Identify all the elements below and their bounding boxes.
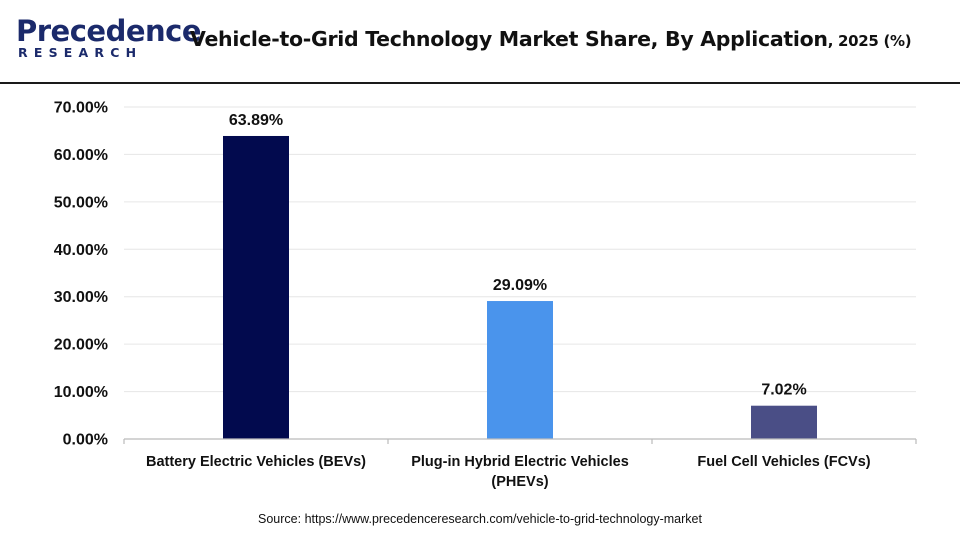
bar: [487, 301, 553, 439]
header-divider: [0, 82, 960, 84]
chart-title-suffix: , 2025 (%): [827, 32, 912, 50]
x-category-label: Battery Electric Vehicles (BEVs): [146, 454, 366, 470]
precedence-research-logo: Precedence RESEARCH: [16, 14, 202, 66]
x-category-label: Fuel Cell Vehicles (FCVs): [697, 454, 870, 470]
y-tick-label: 70.00%: [54, 100, 108, 117]
logo-subtitle: RESEARCH: [18, 45, 143, 60]
header: Precedence RESEARCH Vehicle-to-Grid Tech…: [0, 0, 960, 82]
source-citation: Source: https://www.precedenceresearch.c…: [258, 512, 702, 526]
x-category-label: Plug-in Hybrid Electric Vehicles: [411, 454, 629, 470]
data-label: 63.89%: [229, 112, 283, 129]
chart-title: Vehicle-to-Grid Technology Market Share,…: [190, 27, 950, 51]
logo-wordmark: Precedence: [16, 14, 202, 48]
bar: [751, 405, 817, 439]
y-tick-label: 20.00%: [54, 337, 108, 354]
data-label: 7.02%: [761, 382, 806, 399]
y-tick-label: 30.00%: [54, 289, 108, 306]
x-category-label: (PHEVs): [491, 474, 548, 490]
y-tick-label: 10.00%: [54, 384, 108, 401]
bars: [223, 135, 817, 439]
bar: [223, 135, 289, 439]
data-label: 29.09%: [493, 277, 547, 294]
chart-title-main: Vehicle-to-Grid Technology Market Share,…: [190, 27, 828, 51]
y-tick-label: 0.00%: [63, 432, 108, 449]
axes: [123, 438, 917, 444]
y-tick-label: 40.00%: [54, 242, 108, 259]
y-tick-label: 50.00%: [54, 194, 108, 211]
labels: 0.00% 10.00% 20.00% 30.00% 40.00% 50.00% 60.00…: [54, 100, 871, 491]
y-tick-label: 60.00%: [54, 147, 108, 164]
